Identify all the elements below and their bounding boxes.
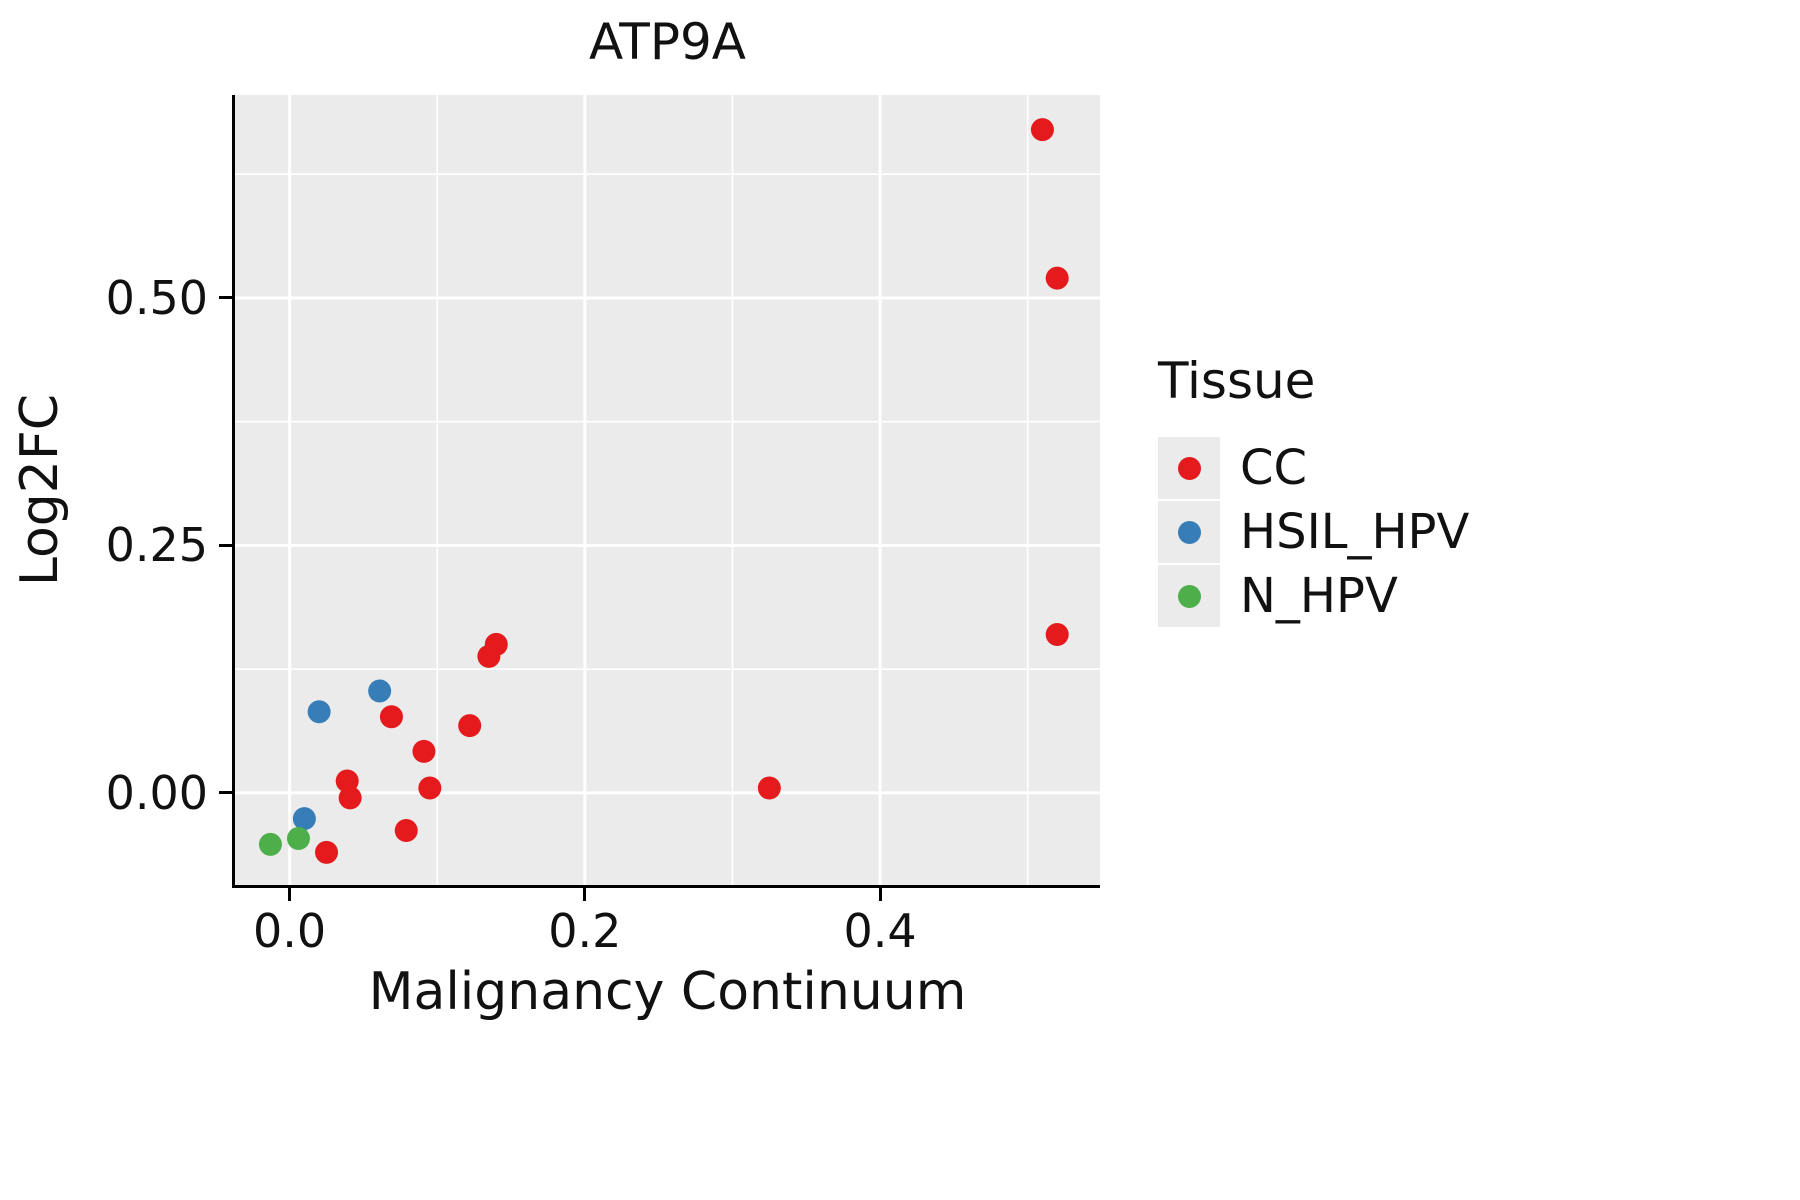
data-point-HSIL_HPV [368,679,392,703]
legend-key [1158,501,1220,563]
data-point-CC [1030,118,1054,142]
legend-label: N_HPV [1240,568,1398,624]
legend-title: Tissue [1158,352,1316,410]
x-tick-mark [878,888,882,901]
y-tick-mark [219,543,232,547]
data-point-HSIL_HPV [307,700,331,724]
data-point-CC [412,739,436,763]
x-tick-label: 0.4 [843,904,917,958]
data-point-CC [1045,266,1069,290]
legend-entries: CC HSIL_HPV N_HPV [1158,436,1469,628]
y-axis-line [232,95,235,888]
y-tick-label: 0.00 [105,765,208,820]
data-point-CC [338,786,362,810]
data-point-CC [315,840,339,864]
legend-dot-icon [1177,456,1201,480]
data-point-CC [757,776,781,800]
x-tick-mark [288,888,292,901]
legend-key [1158,565,1220,627]
y-tick-mark [219,296,232,300]
legend-dot-icon [1177,584,1201,608]
plot-title: ATP9A [588,13,747,71]
legend-dot-icon [1177,520,1201,544]
y-tick-mark [219,791,232,795]
legend-entry-CC: CC [1158,436,1469,500]
x-tick-label: 0.2 [548,904,622,958]
data-point-N_HPV [258,832,282,856]
x-tick-mark [583,888,587,901]
data-point-CC [394,819,418,843]
x-tick-label: 0.0 [253,904,327,958]
data-point-N_HPV [286,826,310,850]
legend-key [1158,437,1220,499]
legend-entry-HSIL_HPV: HSIL_HPV [1158,500,1469,564]
x-axis-title: Malignancy Continuum [368,962,967,1022]
data-point-CC [1045,623,1069,647]
data-point-CC [379,705,403,729]
plot-panel [235,95,1100,885]
x-axis-line [232,885,1100,888]
data-point-CC [477,644,501,668]
legend-label: HSIL_HPV [1240,504,1470,560]
legend-label: CC [1240,440,1308,496]
y-tick-label: 0.50 [105,270,208,325]
data-point-CC [418,776,442,800]
y-tick-label: 0.25 [105,518,208,573]
data-point-CC [458,714,482,738]
data-point-HSIL_HPV [292,807,316,831]
legend-entry-N_HPV: N_HPV [1158,564,1469,628]
legend: Tissue CC HSIL_HPV N_HPV [1158,350,1469,628]
